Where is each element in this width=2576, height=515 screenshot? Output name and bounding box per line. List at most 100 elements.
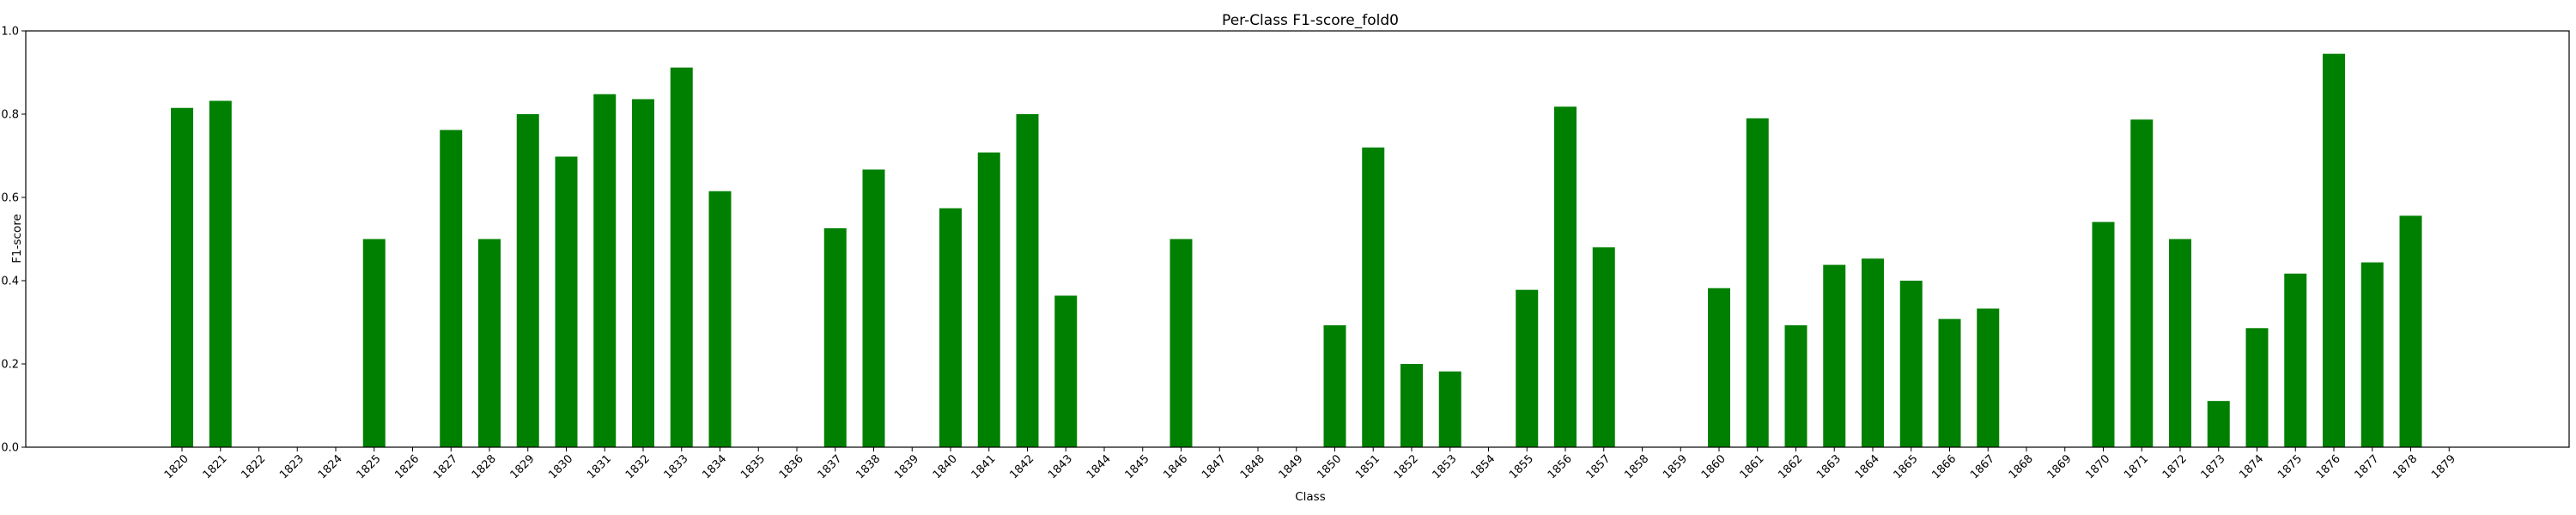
x-tick-label-1832: 1832: [623, 452, 653, 482]
x-tick-label-1845: 1845: [1123, 452, 1152, 482]
x-tick-label-1826: 1826: [392, 452, 422, 482]
x-tick-label-1823: 1823: [277, 452, 307, 482]
y-tick-label-5: 1.0: [1, 26, 19, 39]
bar-1829: [516, 114, 539, 447]
bar-1856: [1554, 106, 1577, 448]
x-tick-label-1831: 1831: [585, 452, 614, 482]
bar-1838: [862, 169, 885, 447]
x-tick-label-1848: 1848: [1238, 452, 1267, 482]
bar-1843: [1054, 295, 1078, 447]
x-tick-label-1824: 1824: [316, 452, 345, 482]
x-axis-ticks: 1820 1821 1822 1823 1824 1825 1826 1827 1828 1829…: [162, 447, 2458, 482]
x-tick-label-1837: 1837: [816, 452, 845, 482]
bar-1862: [1784, 324, 1807, 447]
x-tick-label-1859: 1859: [1661, 452, 1690, 482]
x-tick-label-1868: 1868: [2007, 452, 2036, 482]
bar-1866: [1938, 318, 1961, 447]
x-tick-label-1833: 1833: [662, 452, 691, 482]
x-tick-label-1856: 1856: [1546, 452, 1575, 482]
x-tick-label-1853: 1853: [1431, 452, 1460, 482]
bar-1827: [440, 130, 463, 447]
y-tick-label-0: 0.0: [1, 442, 19, 455]
x-tick-label-1874: 1874: [2237, 452, 2266, 482]
x-tick-label-1877: 1877: [2353, 452, 2382, 482]
x-tick-label-1876: 1876: [2314, 452, 2343, 482]
x-tick-label-1846: 1846: [1161, 452, 1190, 482]
y-tick-label-3: 0.6: [1, 192, 19, 205]
x-tick-label-1852: 1852: [1392, 452, 1421, 482]
x-tick-label-1858: 1858: [1622, 452, 1651, 482]
x-tick-label-1861: 1861: [1738, 452, 1767, 482]
bar-1857: [1592, 247, 1615, 447]
x-tick-label-1872: 1872: [2160, 452, 2190, 482]
bar-1837: [823, 227, 847, 447]
x-tick-label-1838: 1838: [854, 452, 883, 482]
bar-1851: [1362, 147, 1385, 448]
x-tick-label-1869: 1869: [2045, 452, 2075, 482]
x-tick-label-1857: 1857: [1584, 452, 1613, 482]
x-tick-label-1829: 1829: [508, 452, 538, 482]
y-axis-ticks: 0.0 0.2 0.4 0.6 0.8 1.0: [1, 26, 26, 455]
chart-title: Per-Class F1-score_fold0: [1222, 12, 1399, 29]
x-tick-label-1870: 1870: [2083, 452, 2112, 482]
bar-1873: [2207, 401, 2230, 447]
x-tick-label-1860: 1860: [1699, 452, 1728, 482]
bar-1840: [939, 208, 962, 448]
x-tick-label-1849: 1849: [1277, 452, 1306, 482]
x-tick-label-1821: 1821: [201, 452, 230, 482]
y-tick-label-2: 0.4: [1, 276, 19, 288]
bar-1820: [171, 107, 193, 447]
bar-1833: [670, 67, 693, 448]
bar-1875: [2284, 273, 2307, 447]
x-tick-label-1827: 1827: [431, 452, 460, 482]
bar-1841: [977, 152, 1000, 447]
bar-1853: [1438, 371, 1461, 447]
bars-group: [171, 53, 2422, 448]
x-tick-label-1875: 1875: [2275, 452, 2305, 482]
x-tick-label-1855: 1855: [1507, 452, 1536, 482]
x-tick-label-1867: 1867: [1968, 452, 1997, 482]
x-tick-label-1864: 1864: [1853, 452, 1882, 482]
bar-1872: [2169, 239, 2191, 447]
bar-1831: [593, 94, 617, 447]
x-tick-label-1841: 1841: [969, 452, 999, 482]
x-tick-label-1828: 1828: [470, 452, 499, 482]
bar-1832: [632, 99, 654, 447]
x-tick-label-1866: 1866: [1929, 452, 1959, 482]
bar-1870: [2092, 221, 2115, 447]
y-tick-label-1: 0.2: [1, 359, 19, 372]
bar-1861: [1746, 118, 1769, 447]
x-tick-label-1854: 1854: [1468, 452, 1498, 482]
bar-1865: [1899, 281, 1923, 447]
x-tick-label-1825: 1825: [355, 452, 384, 482]
x-tick-label-1839: 1839: [892, 452, 921, 482]
x-axis-label: Class: [1295, 490, 1326, 504]
x-tick-label-1878: 1878: [2391, 452, 2420, 482]
x-tick-label-1865: 1865: [1892, 452, 1921, 482]
bar-1850: [1323, 324, 1346, 447]
x-tick-label-1840: 1840: [931, 452, 960, 482]
x-tick-label-1843: 1843: [1046, 452, 1075, 482]
x-tick-label-1830: 1830: [546, 452, 575, 482]
plot-frame: [25, 30, 2570, 448]
x-tick-label-1850: 1850: [1315, 452, 1344, 482]
x-tick-label-1822: 1822: [239, 452, 268, 482]
x-tick-label-1844: 1844: [1084, 452, 1114, 482]
x-tick-label-1863: 1863: [1814, 452, 1844, 482]
x-tick-label-1836: 1836: [777, 452, 806, 482]
x-tick-label-1851: 1851: [1353, 452, 1382, 482]
bar-1855: [1516, 289, 1539, 447]
bar-1867: [1977, 308, 2000, 447]
x-tick-label-1835: 1835: [738, 452, 768, 482]
bar-1864: [1862, 258, 1884, 447]
bar-1877: [2360, 262, 2384, 447]
x-tick-label-1847: 1847: [1200, 452, 1229, 482]
x-tick-label-1842: 1842: [1007, 452, 1036, 482]
x-tick-label-1834: 1834: [700, 452, 729, 482]
bar-1825: [362, 239, 386, 447]
bar-1821: [209, 100, 232, 447]
x-tick-label-1862: 1862: [1776, 452, 1805, 482]
bar-1830: [555, 156, 578, 447]
x-tick-label-1879: 1879: [2429, 452, 2458, 482]
